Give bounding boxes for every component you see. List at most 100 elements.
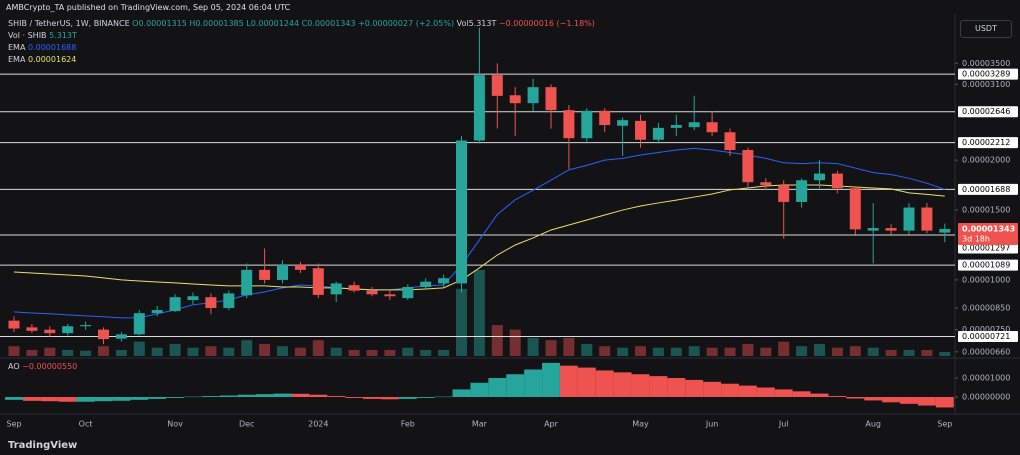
candle-body	[223, 293, 235, 309]
level-label-box	[958, 242, 1018, 254]
volume-bar	[294, 347, 306, 356]
x-tick-label: Jun	[705, 420, 719, 429]
ao-bar	[631, 374, 650, 398]
candle-body	[384, 294, 396, 297]
candle-body	[133, 313, 145, 335]
brand: TradingView	[8, 440, 78, 451]
ao-bar	[542, 362, 560, 398]
ao-bar	[452, 389, 471, 398]
volume-bar	[545, 340, 557, 356]
ao-bar	[76, 397, 95, 402]
y-tick-label: 0.00000850	[962, 304, 1010, 313]
ao-bar	[309, 394, 328, 398]
volume-bar	[241, 340, 253, 356]
y-tick-label: 0.00003500	[962, 59, 1010, 68]
candle-body	[724, 132, 736, 151]
candle-body	[241, 269, 253, 296]
candle-body	[312, 268, 324, 295]
legend-row: EMA 0.00001624	[8, 54, 595, 66]
ema-value: 0.00001688	[27, 43, 77, 52]
volume-bar	[366, 349, 378, 356]
candle-body	[563, 110, 575, 139]
volume-bar	[330, 347, 342, 356]
ao-bar	[255, 394, 274, 398]
volume-bar	[527, 337, 539, 356]
candle-body	[903, 207, 915, 231]
ao-bar	[828, 396, 847, 398]
candle-body	[706, 122, 718, 133]
candle-body	[80, 325, 92, 327]
volume-bar	[223, 347, 235, 356]
ao-bar	[398, 397, 417, 399]
candle-body	[366, 290, 378, 295]
ao-bar	[434, 396, 453, 398]
ao-bar	[488, 378, 507, 398]
symbol-title: SHIB / TetherUS, 1W, BINANCE	[8, 19, 130, 28]
ao-bar	[345, 397, 364, 398]
candle-body	[742, 150, 754, 183]
volume-bar	[635, 346, 646, 356]
x-tick-label: Sep	[937, 420, 952, 429]
volume-bar	[26, 349, 38, 356]
ao-bar	[94, 397, 113, 402]
ema-line	[13, 184, 945, 291]
x-tick-label: Nov	[167, 420, 183, 429]
level-label: 0.00000721	[962, 332, 1010, 341]
ao-bar	[613, 372, 632, 398]
ao-bar	[184, 396, 202, 398]
ao-bar	[166, 397, 185, 398]
ao-bar	[219, 395, 238, 398]
currency-button[interactable]: USDT	[960, 20, 1012, 38]
volume-bar	[420, 349, 432, 356]
legend-row: SHIB / TetherUS, 1W, BINANCE O0.00001315…	[8, 18, 595, 30]
volume-bar	[760, 347, 772, 356]
ao-bar	[363, 397, 381, 399]
ema-name: EMA	[8, 43, 26, 52]
ema-value: 0.00001624	[27, 55, 77, 64]
volume-bar	[348, 349, 360, 356]
volume-bar	[742, 343, 754, 356]
x-tick-label: Dec	[239, 420, 254, 429]
level-label: 0.00003289	[962, 70, 1010, 79]
candle-body	[98, 329, 109, 340]
ao-name: AO	[8, 362, 20, 371]
volume-bar	[814, 343, 825, 356]
candle-body	[885, 228, 897, 231]
ao-bar	[685, 379, 704, 398]
volume-bar	[688, 346, 700, 356]
volume-bar	[706, 347, 718, 356]
volume-value: 5.313T	[49, 31, 77, 40]
ao-bar	[470, 382, 489, 398]
candle-body	[921, 207, 933, 231]
x-tick-label: Oct	[79, 420, 93, 429]
x-tick-label: Mar	[472, 420, 488, 429]
volume-bar	[652, 347, 664, 356]
level-label-box	[958, 106, 1018, 118]
y-tick-label: 0.00003100	[962, 80, 1010, 89]
volume-bar	[456, 288, 467, 356]
volume-bar	[259, 343, 271, 356]
volume-bar	[831, 347, 843, 356]
volume-bar	[867, 347, 879, 356]
candle-body	[867, 228, 879, 231]
candle-body	[760, 182, 772, 186]
candle-body	[849, 188, 861, 230]
candle-body	[796, 180, 808, 202]
ao-value: −0.00000550	[22, 362, 78, 371]
candle-body	[831, 173, 843, 189]
candle-body	[277, 265, 288, 280]
candle-body	[456, 140, 467, 284]
candle-body	[491, 75, 503, 96]
ohlc-text: O0.00001315 H0.00001385 L0.00001244 C0.0…	[132, 19, 455, 28]
level-label: 0.00001089	[962, 261, 1010, 270]
ao-bar	[40, 397, 59, 402]
volume-name: Vol · SHIB	[8, 31, 47, 40]
volume-bar	[473, 270, 485, 356]
candle-body	[635, 120, 646, 140]
ao-bar	[416, 397, 435, 398]
candle-body	[187, 296, 199, 301]
volume-bar	[438, 349, 450, 356]
ao-bar	[774, 389, 793, 398]
candle-body	[348, 285, 360, 291]
ema-name: EMA	[8, 55, 26, 64]
